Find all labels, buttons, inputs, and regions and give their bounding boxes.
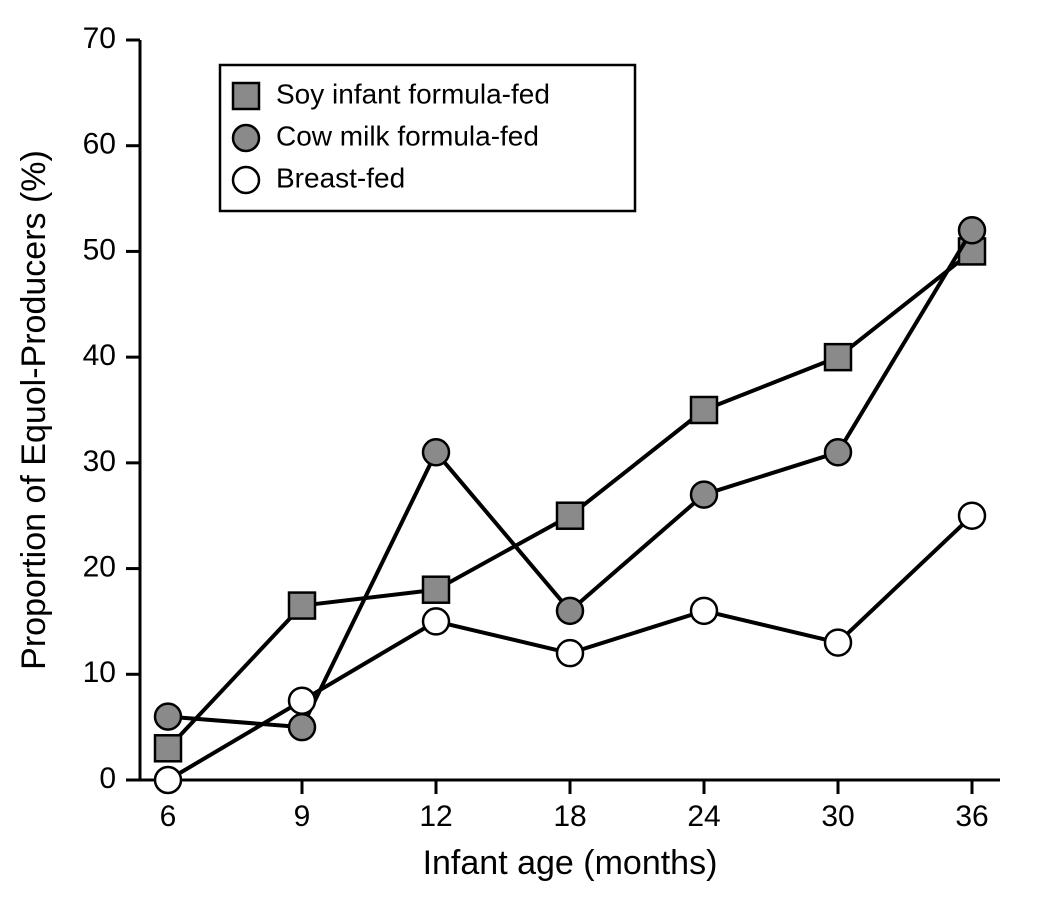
y-tick-label: 30 <box>83 445 116 478</box>
y-axis-label: Proportion of Equol-Producers (%) <box>15 150 53 670</box>
y-tick-label: 0 <box>99 762 116 795</box>
y-tick-label: 70 <box>83 22 116 55</box>
line-chart: 0 10 20 30 40 50 60 70 6 9 12 18 24 30 36 Infant age (m… <box>0 0 1050 914</box>
chart-container: 0 10 20 30 40 50 60 70 6 9 12 18 24 30 36 Infant age (m… <box>0 0 1050 914</box>
x-tick-label: 12 <box>419 800 452 833</box>
x-axis-label: Infant age (months) <box>423 844 718 882</box>
x-tick-label: 36 <box>955 800 988 833</box>
x-tick-label: 6 <box>160 800 177 833</box>
legend-label: Soy infant formula-fed <box>276 78 550 109</box>
y-tick-label: 20 <box>83 550 116 583</box>
y-tick-label: 60 <box>83 128 116 161</box>
x-tick-label: 18 <box>553 800 586 833</box>
legend-label: Breast-fed <box>276 162 405 193</box>
x-tick-label: 9 <box>294 800 311 833</box>
y-tick-label: 10 <box>83 656 116 689</box>
x-tick-label: 24 <box>687 800 720 833</box>
legend-label: Cow milk formula-fed <box>276 120 539 151</box>
y-tick-label: 50 <box>83 233 116 266</box>
x-tick-label: 30 <box>821 800 854 833</box>
legend: Soy infant formula-fed Cow milk formula-f… <box>220 65 635 211</box>
y-tick-label: 40 <box>83 339 116 372</box>
